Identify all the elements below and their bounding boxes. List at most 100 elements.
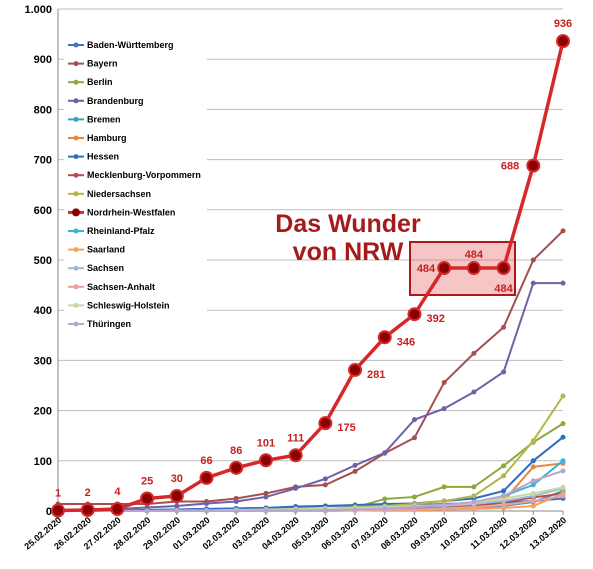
point	[530, 280, 536, 286]
point	[322, 482, 328, 488]
point	[501, 493, 507, 499]
point	[382, 450, 388, 456]
point	[501, 324, 507, 330]
y-tick-label: 300	[34, 355, 52, 367]
point	[560, 468, 566, 474]
y-tick-label: 0	[46, 506, 52, 518]
data-label: 2	[85, 487, 91, 499]
data-label: 4	[114, 486, 121, 498]
nrw-point	[258, 453, 273, 468]
point	[322, 507, 328, 513]
legend-marker	[73, 79, 79, 85]
point	[560, 393, 566, 399]
point	[560, 493, 566, 499]
legend-label: Bremen	[87, 114, 121, 124]
y-tick-label: 500	[34, 255, 52, 267]
point	[144, 508, 150, 514]
nrw-point	[110, 501, 125, 516]
point	[560, 280, 566, 286]
point	[382, 505, 388, 511]
data-label: 392	[426, 313, 444, 325]
y-tick-label: 800	[34, 104, 52, 116]
nrw-point	[80, 502, 95, 517]
legend-label: Nordrhein-Westfalen	[87, 207, 175, 217]
legend-marker	[73, 228, 79, 234]
point	[352, 462, 358, 468]
point	[441, 502, 447, 508]
point	[560, 484, 566, 490]
legend-marker	[73, 98, 79, 104]
nrw-point	[51, 503, 65, 518]
point	[471, 493, 477, 499]
legend-marker	[73, 284, 79, 290]
point	[501, 502, 507, 508]
legend-marker	[73, 265, 79, 271]
annotation: von NRW	[293, 238, 404, 266]
legend-marker	[73, 116, 79, 122]
point	[293, 507, 299, 513]
series-line	[58, 469, 564, 512]
y-tick-label: 600	[34, 205, 52, 217]
legend-label: Rheinland-Pfalz	[87, 226, 155, 236]
point	[471, 389, 477, 395]
legend-label: Mecklenburg-Vorpommern	[87, 170, 201, 180]
nrw-point	[140, 491, 155, 506]
legend-label: Brandenburg	[87, 96, 144, 106]
point	[441, 406, 447, 412]
nrw-point	[318, 416, 333, 431]
point	[441, 498, 447, 504]
data-label: 86	[230, 445, 242, 457]
point	[560, 421, 566, 427]
legend-marker	[73, 135, 79, 141]
nrw-point	[169, 488, 184, 503]
point	[382, 496, 388, 502]
data-label: 688	[501, 161, 519, 173]
point	[530, 498, 536, 504]
nrw-point	[229, 460, 244, 475]
nrw-point	[466, 261, 481, 276]
y-tick-label: 100	[34, 456, 52, 468]
point	[293, 485, 299, 491]
nrw-point	[199, 470, 214, 485]
legend-label: Sachsen-Anhalt	[87, 282, 155, 292]
point	[263, 494, 269, 500]
point	[501, 473, 507, 479]
point	[411, 504, 417, 510]
point	[530, 503, 536, 509]
point	[441, 484, 447, 490]
point	[560, 228, 566, 234]
legend-label: Niedersachsen	[87, 189, 151, 199]
point	[530, 438, 536, 444]
point	[530, 478, 536, 484]
point	[263, 507, 269, 513]
data-label: 25	[141, 475, 153, 487]
point	[204, 508, 210, 514]
point	[411, 435, 417, 441]
data-label: 101	[257, 437, 275, 449]
point	[471, 350, 477, 356]
point	[441, 379, 447, 385]
series-line	[58, 282, 563, 512]
point	[501, 369, 507, 375]
legend: Baden-Württemberg Bayern Berlin Brandenburg…	[64, 32, 207, 334]
legend-label: Hessen	[87, 152, 119, 162]
legend-label: Saarland	[87, 245, 125, 255]
legend-label: Baden-Württemberg	[87, 40, 174, 50]
point	[530, 458, 536, 464]
point	[441, 505, 447, 511]
legend-marker	[73, 321, 79, 327]
point	[560, 458, 566, 464]
data-label: 484	[494, 283, 513, 295]
legend-label: Hamburg	[87, 133, 127, 143]
point	[501, 463, 507, 469]
data-label: 346	[397, 336, 415, 348]
y-tick-label: 1.000	[24, 4, 52, 16]
legend-label: Bayern	[87, 59, 118, 69]
point	[530, 464, 536, 470]
y-tick-label: 700	[34, 155, 52, 167]
nrw-point	[377, 330, 392, 345]
point	[174, 503, 180, 509]
legend-marker	[73, 247, 79, 253]
